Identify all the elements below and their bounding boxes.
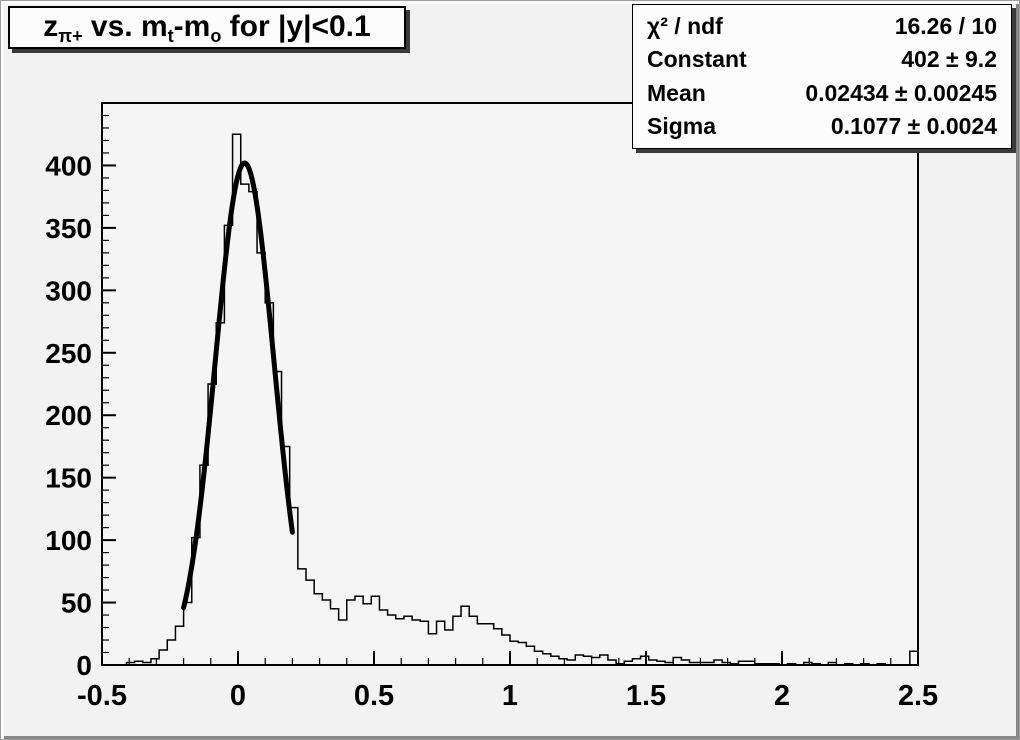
title-subscript: o (210, 25, 222, 46)
x-axis-tick-label: 1.5 (626, 680, 666, 712)
y-axis-tick-label: 300 (45, 275, 92, 306)
stats-row-mean: Mean 0.02434 ± 0.00245 (647, 80, 997, 107)
x-axis-tick-label: -0.5 (77, 680, 127, 712)
y-axis-tick-label: 350 (45, 213, 92, 244)
title-box: zπ+ vs. mt-mo for |y|<0.1 (8, 6, 406, 49)
x-axis-tick-label: 2 (774, 680, 790, 712)
title-subscript: t (167, 25, 174, 46)
plot-title: zπ+ vs. mt-mo for |y|<0.1 (43, 10, 371, 46)
y-axis-tick-label: 400 (45, 150, 92, 181)
plot-frame (101, 102, 919, 666)
stat-value-sigma: 0.1077 ± 0.0024 (830, 112, 997, 139)
stats-row-constant: Constant 402 ± 9.2 (647, 46, 997, 73)
x-axis-tick-label: 2.5 (898, 680, 938, 712)
stat-value-mean: 0.02434 ± 0.00245 (805, 79, 997, 106)
stats-row-chi2: χ² / ndf 16.26 / 10 (647, 13, 997, 40)
title-text-segment: z (43, 10, 59, 43)
x-axis-tick-label: 0 (230, 680, 246, 712)
y-axis-tick-label: 50 (61, 588, 92, 619)
y-axis-tick-label: 100 (45, 525, 92, 556)
fit-curve (181, 160, 295, 611)
stat-label-chi2: χ² / ndf (647, 13, 723, 40)
stat-label-sigma: Sigma (647, 112, 717, 139)
stats-box: χ² / ndf 16.26 / 10 Constant 402 ± 9.2 M… (632, 4, 1012, 149)
y-axis-tick-label: 0 (76, 650, 92, 681)
stats-row-sigma: Sigma 0.1077 ± 0.0024 (647, 113, 997, 140)
stat-value-constant: 402 ± 9.2 (901, 46, 997, 73)
stat-value-chi2: 16.26 / 10 (894, 13, 997, 40)
stat-label-constant: Constant (647, 46, 747, 73)
title-subscript: π+ (58, 25, 83, 46)
x-axis-tick-label: 0.5 (354, 680, 394, 712)
title-text-segment: vs. m (82, 10, 168, 43)
y-axis-tick-label: 250 (45, 338, 92, 369)
title-text-segment: for |y|<0.1 (221, 10, 371, 43)
stat-label-mean: Mean (647, 79, 706, 106)
y-axis-tick-label: 150 (45, 463, 92, 494)
y-axis-tick-label: 200 (45, 400, 92, 431)
title-text-segment: -m (173, 10, 211, 43)
x-axis-tick-label: 1 (502, 680, 518, 712)
